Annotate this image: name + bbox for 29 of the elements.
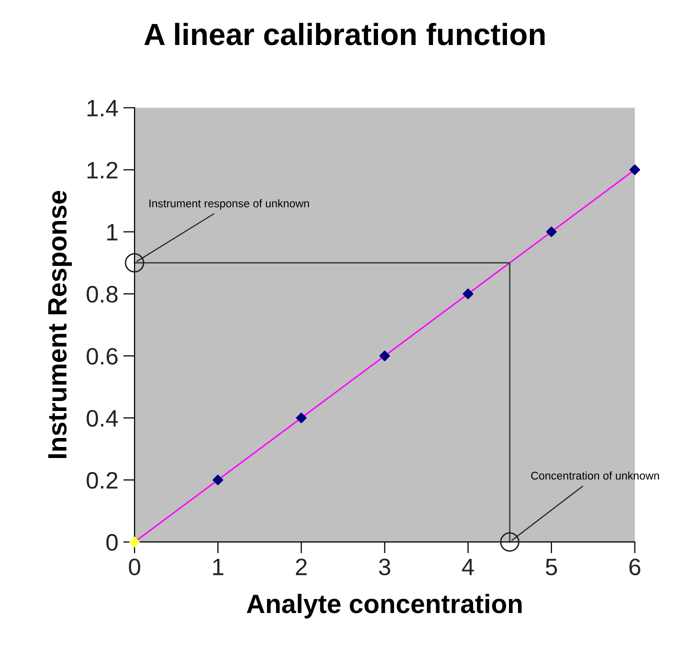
- point: [129, 536, 140, 548]
- x-tick-label: 3: [379, 558, 390, 576]
- y-tick-label: 0.6: [86, 348, 118, 365]
- y-axis-title: Instrument Response: [48, 190, 72, 458]
- x-tick-label: 1: [213, 558, 224, 576]
- x-tick-label: 2: [296, 558, 307, 576]
- y-tick-label: 1.4: [88, 100, 118, 116]
- y-tick-label: 0.4: [86, 410, 118, 427]
- point: [462, 288, 474, 300]
- y-tick-label: 0: [106, 534, 118, 551]
- point: [630, 164, 640, 176]
- point: [296, 412, 307, 424]
- y-tick-label: 0.2: [86, 472, 118, 489]
- x-tick-label: 6: [629, 558, 640, 576]
- point: [212, 474, 224, 486]
- point: [546, 226, 557, 238]
- chart-title: A linear calibration function: [144, 22, 545, 46]
- y-tick-label: 1.2: [88, 162, 118, 178]
- annotation: Instrument response of unknown: [149, 199, 309, 210]
- y-tick-label: 1: [107, 224, 118, 240]
- point: [379, 350, 390, 362]
- x-tick-label: 5: [546, 558, 557, 576]
- annotation: Concentration of unknown: [531, 471, 659, 480]
- point: [124, 253, 144, 273]
- y-tick-label: 0.8: [86, 286, 118, 303]
- point: [500, 532, 520, 552]
- x-tick-label: 0: [128, 558, 140, 576]
- x-axis-title: Analyte concentration: [246, 594, 522, 618]
- x-tick-label: 4: [462, 558, 474, 576]
